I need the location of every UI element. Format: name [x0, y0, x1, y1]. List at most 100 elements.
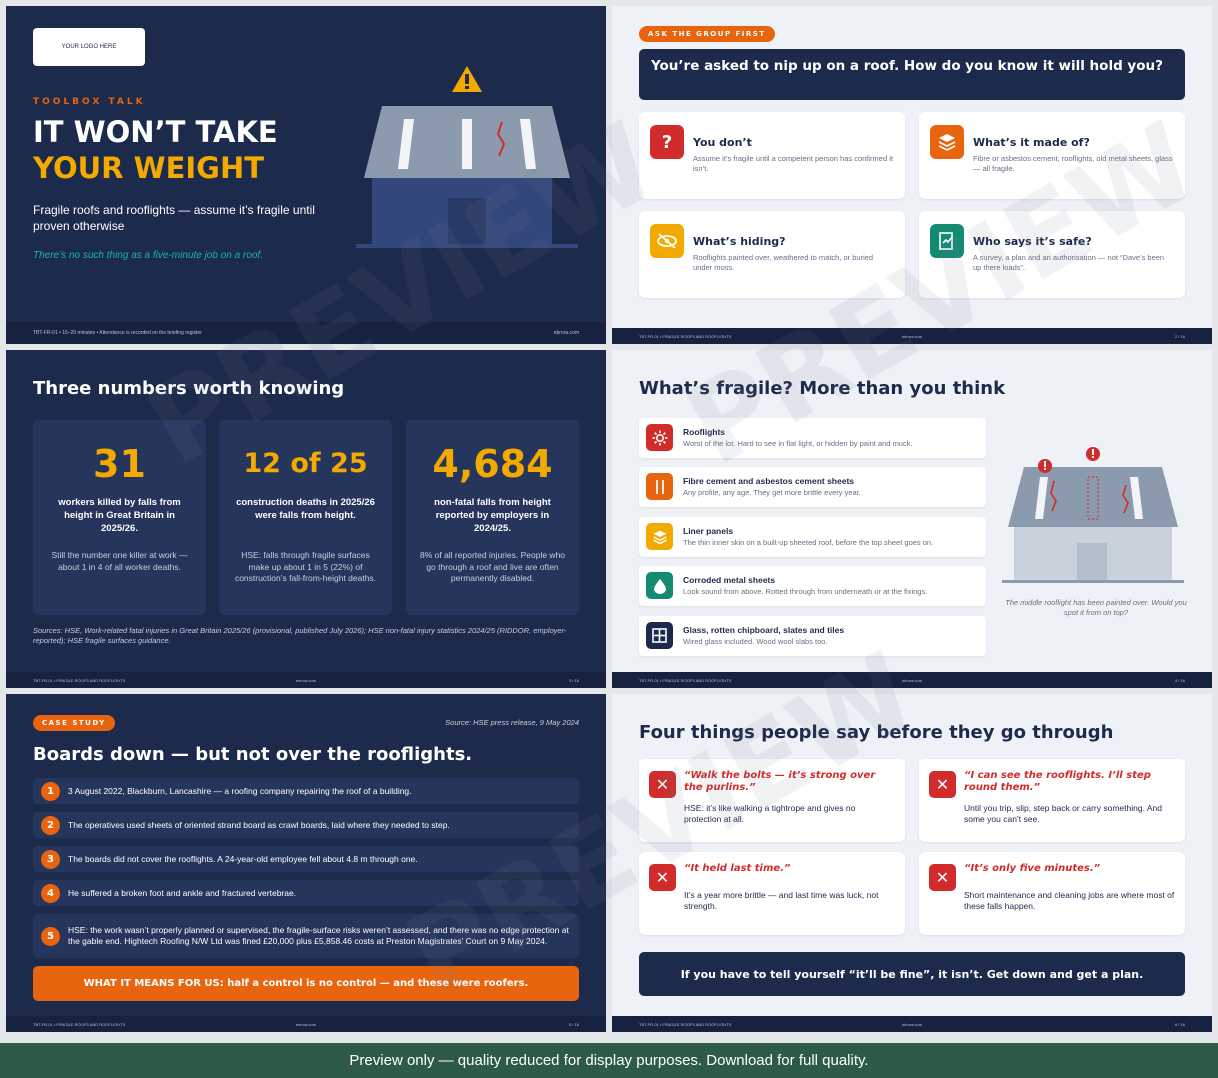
cross-icon: ✕ — [929, 771, 956, 798]
saying-card: ✕ “I can see the rooflights. I’ll step r… — [919, 759, 1185, 842]
slide-heading: Boards down — but not over the rooflight… — [33, 744, 473, 765]
eye-off-icon — [650, 224, 684, 258]
list-item: Fibre cement and asbestos cement sheets … — [639, 467, 986, 507]
item-desc: Any profile, any age. They get more brit… — [683, 488, 861, 497]
footer-left: TBT-FR-01 • FRAGILE ROOFS AND ROOFLIGHTS — [639, 333, 732, 339]
item-desc: Look sound from above. Rotted through fr… — [683, 587, 928, 596]
preview-banner: Preview only — quality reduced for displ… — [0, 1043, 1218, 1078]
step-text: HSE: the work wasn’t properly planned or… — [68, 925, 569, 946]
layers-icon — [930, 125, 964, 159]
footer-right: ebrora.com — [553, 330, 579, 336]
slide-footer: TBT-FR-01 • FRAGILE ROOFS AND ROOFLIGHTS… — [612, 672, 1212, 688]
slide-footer: TBT-FR-01 • FRAGILE ROOFS AND ROOFLIGHTS… — [6, 1016, 606, 1032]
footer-center: ebrora.com — [295, 677, 317, 683]
slide-heading: Three numbers worth knowing — [33, 378, 345, 399]
question-icon: ? — [650, 125, 684, 159]
takeaway-banner: If you have to tell yourself “it’ll be f… — [639, 952, 1185, 996]
footer-center: ebrora.com — [901, 1021, 923, 1027]
footer-left: TBT-FR-01 • 15–20 minutes • Attendance i… — [33, 330, 202, 336]
page-title: IT WON’T TAKE YOUR WEIGHT — [33, 114, 278, 186]
title-line-1: IT WON’T TAKE — [33, 115, 278, 149]
stat-card: 4,684 non-fatal falls from height report… — [406, 420, 579, 615]
source-note: Source: HSE press release, 9 May 2024 — [445, 718, 579, 727]
footer-page: 6 / 16 — [1174, 1021, 1185, 1027]
list-item: Corroded metal sheets Look sound from ab… — [639, 566, 986, 606]
stat-label: construction deaths in 2025/26 were fall… — [236, 497, 375, 521]
slide-whats-fragile: What’s fragile? More than you think Roof… — [612, 350, 1212, 688]
step-number: 4 — [41, 883, 60, 903]
stat-card: 31 workers killed by falls from height i… — [33, 420, 206, 615]
saying-desc: HSE: it’s like walking a tightrope and g… — [684, 803, 856, 824]
cross-icon: ✕ — [649, 771, 676, 798]
list-item: Liner panels The thin inner skin on a bu… — [639, 517, 986, 557]
drop-icon — [646, 572, 673, 599]
slide-heading: What’s fragile? More than you think — [639, 378, 1006, 399]
saying-quote: “I can see the rooflights. I’ll step rou… — [964, 770, 1151, 793]
card-you-dont: ? You don’t Assume it’s fragile until a … — [639, 112, 905, 199]
card-desc: Rooflights painted over, weathered to ma… — [693, 253, 874, 272]
window-grid-icon — [646, 622, 673, 649]
footer-left: TBT-FR-01 • FRAGILE ROOFS AND ROOFLIGHTS — [639, 1021, 732, 1027]
step-text: 3 August 2022, Blackburn, Lancashire — a… — [68, 786, 412, 796]
saying-card: ✕ “Walk the bolts — it’s strong over the… — [639, 759, 905, 842]
logo-placeholder: YOUR LOGO HERE — [33, 28, 145, 66]
item-title: Glass, rotten chipboard, slates and tile… — [683, 625, 845, 635]
stat-desc: Still the number one killer at work — ab… — [51, 550, 188, 572]
footer-page: 2 / 16 — [1174, 333, 1185, 339]
sources-note: Sources: HSE, Work-related fatal injurie… — [33, 626, 567, 645]
step-number: 5 — [41, 926, 60, 946]
saying-quote: “It held last time.” — [684, 863, 791, 874]
footer-left: TBT-FR-01 • FRAGILE ROOFS AND ROOFLIGHTS — [33, 1021, 126, 1027]
kicker: TOOLBOX TALK — [33, 97, 146, 107]
card-title: Who says it’s safe? — [973, 235, 1092, 248]
case-study-pill: CASE STUDY — [33, 715, 115, 731]
item-desc: The thin inner skin on a built-up sheete… — [683, 538, 934, 547]
card-materials: What’s it made of? Fibre or asbestos cem… — [919, 112, 1185, 199]
slide-heading: Four things people say before they go th… — [639, 722, 1114, 743]
saying-card: ✕ “It held last time.” It’s a year more … — [639, 852, 905, 935]
footer-center: ebrora.com — [901, 677, 923, 683]
title-line-2: YOUR WEIGHT — [33, 151, 265, 185]
timeline-step: 4 He suffered a broken foot and ankle an… — [33, 880, 579, 906]
step-text: The operatives used sheets of oriented s… — [68, 820, 450, 830]
stat-number: 12 of 25 — [243, 448, 368, 479]
timeline-step: 2 The operatives used sheets of oriented… — [33, 812, 579, 838]
card-desc: Fibre or asbestos cement, rooflights, ol… — [973, 154, 1173, 173]
saying-quote: “Walk the bolts — it’s strong over the p… — [684, 770, 876, 793]
card-who-says: Who says it’s safe? A survey, a plan and… — [919, 211, 1185, 298]
step-number: 3 — [41, 849, 60, 869]
list-item: Rooflights Worst of the lot. Hard to see… — [639, 418, 986, 458]
slide-case-study: CASE STUDY Source: HSE press release, 9 … — [6, 694, 606, 1032]
saying-card: ✕ “It’s only five minutes.” Short mainte… — [919, 852, 1185, 935]
stat-number: 31 — [93, 442, 146, 486]
item-title: Liner panels — [683, 526, 734, 536]
slide-footer: TBT-FR-01 • FRAGILE ROOFS AND ROOFLIGHTS… — [6, 672, 606, 688]
slide-footer: TBT-FR-01 • FRAGILE ROOFS AND ROOFLIGHTS… — [612, 1016, 1212, 1032]
list-item: Glass, rotten chipboard, slates and tile… — [639, 616, 986, 656]
slide-title: YOUR LOGO HERE TOOLBOX TALK IT WON’T TAK… — [6, 6, 606, 344]
sun-icon — [646, 424, 673, 451]
card-desc: Assume it’s fragile until a competent pe… — [693, 154, 893, 173]
subtitle: Fragile roofs and rooflights — assume it… — [33, 203, 315, 233]
footer-page: 5 / 16 — [568, 1021, 579, 1027]
saying-quote: “It’s only five minutes.” — [964, 863, 1101, 874]
card-title: What’s hiding? — [693, 235, 786, 248]
footer-page: 3 / 16 — [568, 677, 579, 683]
item-desc: Wired glass included. Wood wool slabs to… — [683, 637, 828, 646]
stat-number: 4,684 — [432, 442, 553, 486]
stat-label: workers killed by falls from height in G… — [58, 497, 181, 534]
item-desc: Worst of the lot. Hard to see in flat li… — [683, 439, 913, 448]
item-title: Fibre cement and asbestos cement sheets — [683, 476, 855, 486]
layers-icon — [646, 523, 673, 550]
step-number: 2 — [41, 815, 60, 835]
step-text: The boards did not cover the rooflights.… — [68, 854, 418, 864]
tagline: There’s no such thing as a five-minute j… — [33, 250, 263, 261]
timeline-step: 5 HSE: the work wasn’t properly planned … — [33, 914, 579, 958]
footer-page: 4 / 16 — [1174, 677, 1185, 683]
stat-desc: HSE: falls through fragile surfaces make… — [234, 550, 377, 583]
slide-ask-group: ASK THE GROUP FIRST You’re asked to nip … — [612, 6, 1212, 344]
illustration-caption: The middle rooflight has been painted ov… — [1005, 598, 1187, 617]
cross-icon: ✕ — [649, 864, 676, 891]
cross-icon: ✕ — [929, 864, 956, 891]
ask-group-pill: ASK THE GROUP FIRST — [639, 26, 775, 42]
